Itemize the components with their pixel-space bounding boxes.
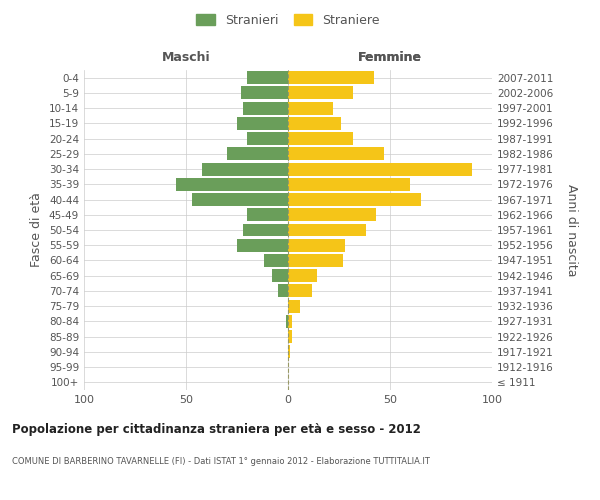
- Bar: [192, 193, 288, 206]
- Bar: [288, 102, 333, 114]
- Bar: [247, 132, 288, 145]
- Bar: [176, 178, 288, 191]
- Bar: [288, 178, 410, 191]
- Y-axis label: Fasce di età: Fasce di età: [31, 192, 43, 268]
- Bar: [288, 208, 376, 221]
- Legend: Stranieri, Straniere: Stranieri, Straniere: [191, 8, 385, 32]
- Bar: [288, 224, 365, 236]
- Text: Popolazione per cittadinanza straniera per età e sesso - 2012: Popolazione per cittadinanza straniera p…: [12, 422, 421, 436]
- Bar: [288, 117, 341, 130]
- Bar: [288, 132, 353, 145]
- Bar: [227, 148, 288, 160]
- Bar: [288, 148, 384, 160]
- Bar: [288, 300, 300, 312]
- Bar: [241, 86, 288, 100]
- Text: Maschi: Maschi: [161, 50, 211, 64]
- Bar: [247, 208, 288, 221]
- Bar: [288, 269, 317, 282]
- Bar: [263, 254, 288, 267]
- Bar: [288, 86, 353, 100]
- Bar: [288, 254, 343, 267]
- Text: Femmine: Femmine: [358, 50, 422, 64]
- Bar: [286, 315, 288, 328]
- Bar: [237, 117, 288, 130]
- Bar: [243, 102, 288, 114]
- Bar: [243, 224, 288, 236]
- Bar: [288, 284, 313, 298]
- Text: Femmine: Femmine: [358, 50, 422, 64]
- Bar: [288, 346, 290, 358]
- Bar: [278, 284, 288, 298]
- Bar: [288, 193, 421, 206]
- Bar: [288, 239, 345, 252]
- Bar: [247, 71, 288, 84]
- Y-axis label: Anni di nascita: Anni di nascita: [565, 184, 578, 276]
- Bar: [202, 162, 288, 175]
- Bar: [288, 330, 292, 343]
- Bar: [272, 269, 288, 282]
- Text: COMUNE DI BARBERINO TAVARNELLE (FI) - Dati ISTAT 1° gennaio 2012 - Elaborazione : COMUNE DI BARBERINO TAVARNELLE (FI) - Da…: [12, 458, 430, 466]
- Bar: [288, 162, 472, 175]
- Bar: [288, 315, 292, 328]
- Bar: [288, 71, 374, 84]
- Bar: [237, 239, 288, 252]
